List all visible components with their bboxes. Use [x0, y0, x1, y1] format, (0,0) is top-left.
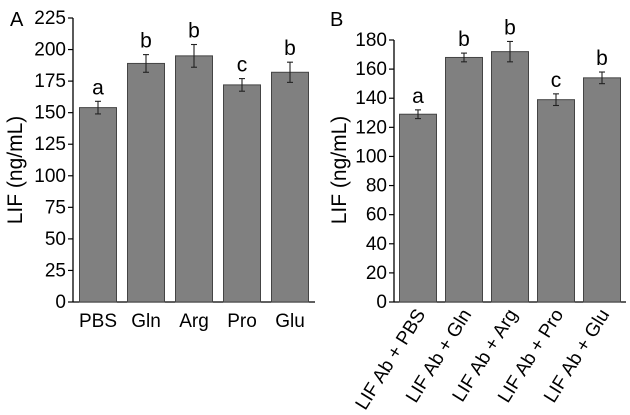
panel-a-bar: [223, 84, 261, 303]
panel-b-y-tick-label: 60: [366, 205, 387, 226]
panel-a-y-tick-label: 100: [34, 166, 66, 187]
panel-b-label: B: [330, 9, 343, 31]
panel-b-y-tick-label: 140: [355, 88, 387, 109]
panel-b-y-tick-label: 20: [366, 263, 387, 284]
panel-b-bar: [445, 56, 483, 303]
panel-a-y-tick-label: 200: [34, 40, 66, 61]
panel-b-significance-letter: a: [412, 85, 424, 108]
panel-a-category-label: Pro: [227, 311, 257, 332]
panel-b-significance-letter: b: [596, 47, 608, 70]
panel-a-y-tick-label: 225: [34, 8, 66, 29]
panel-b-bar: [583, 77, 621, 303]
panel-a-significance-letter: a: [92, 76, 104, 99]
panel-a-y-tick-label: 50: [45, 229, 66, 250]
panel-b-y-tick-label: 120: [355, 117, 387, 138]
panel-a-category-label: PBS: [79, 311, 117, 332]
panel-a-bar: [127, 62, 165, 303]
panel-a-label: A: [10, 9, 24, 31]
panel-b-y-tick-label: 40: [366, 234, 387, 255]
panel-a-y-tick-label: 25: [45, 260, 66, 281]
panel-b-y-tick-label: 160: [355, 59, 387, 80]
panel-a-category-label: Gln: [131, 311, 161, 332]
panel-a-category-label: Arg: [179, 311, 209, 332]
panel-b-bar: [537, 99, 575, 303]
panel-a-bar: [79, 107, 117, 303]
panel-a-chart: A LIF (ng/mL) 0 25 50 75 100 125 150 175 200 225 a…: [4, 8, 315, 332]
panel-b-bar: [399, 113, 437, 303]
panel-a-y-tick-label: 125: [34, 134, 66, 155]
panel-b-y-tick-label: 0: [376, 292, 387, 313]
panel-b-significance-letter: b: [504, 16, 516, 39]
panel-b-significance-letter: c: [551, 69, 562, 92]
panel-a-y-tick-label: 150: [34, 103, 66, 124]
panel-b-chart: B LIF (ng/mL) 020406080100120140160180aL…: [328, 9, 626, 414]
panel-b-y-tick-label: 80: [366, 176, 387, 197]
panel-a-significance-letter: b: [188, 20, 200, 43]
panel-b-bar: [491, 51, 529, 303]
panel-b-y-axis-label: LIF (ng/mL): [328, 116, 351, 225]
panel-a-significance-letter: b: [140, 30, 152, 53]
panel-a-category-label: Glu: [275, 311, 305, 332]
panel-b-significance-letter: b: [458, 28, 470, 51]
panel-a-bar: [175, 55, 213, 303]
panel-a-y-tick-label: 0: [55, 292, 66, 313]
panel-a-y-axis-label: LIF (ng/mL): [4, 116, 27, 225]
panel-b-y-tick-label: 180: [355, 30, 387, 51]
panel-a-y-tick-label: 175: [34, 71, 66, 92]
panel-a-bar: [271, 71, 309, 303]
panel-b-y-tick-label: 100: [355, 146, 387, 167]
panel-a-significance-letter: b: [284, 37, 296, 60]
panel-a-y-tick-label: 75: [45, 197, 66, 218]
panel-a-significance-letter: c: [237, 54, 248, 77]
